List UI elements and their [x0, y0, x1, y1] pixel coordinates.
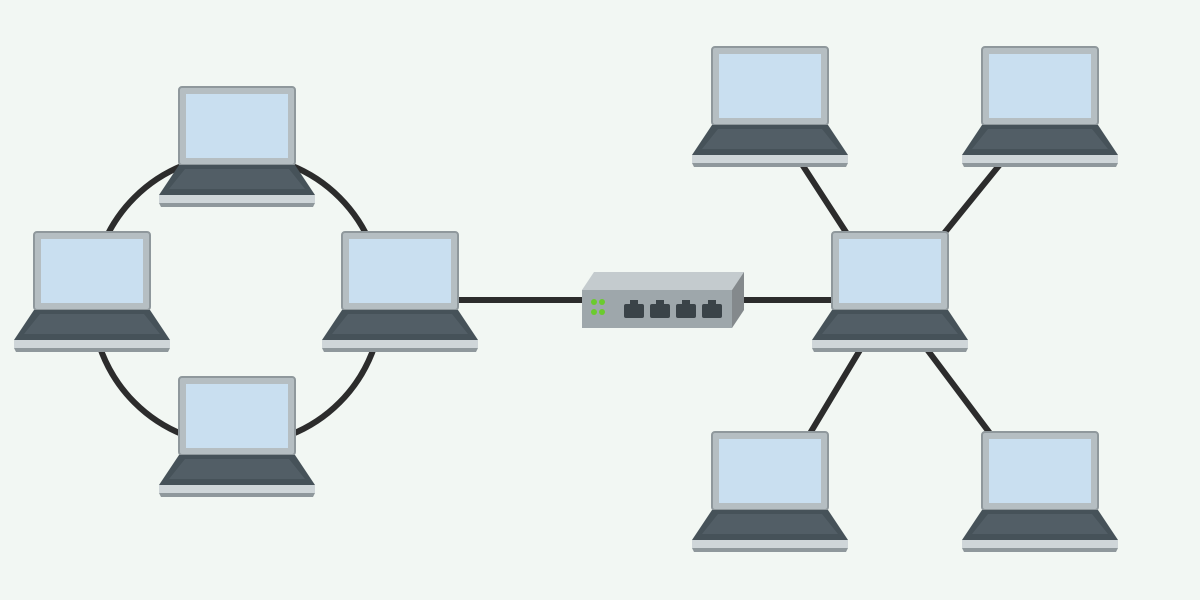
network-topology-diagram: [0, 0, 1200, 600]
laptop-ring-top: [159, 87, 315, 207]
laptop-star-hub: [812, 232, 968, 352]
laptop-ring-bottom: [159, 377, 315, 497]
laptop-star-tl: [692, 47, 848, 167]
laptop-ring-right: [322, 232, 478, 352]
network-switch: [582, 272, 744, 328]
laptop-ring-left: [14, 232, 170, 352]
laptop-star-br: [962, 432, 1118, 552]
laptop-star-bl: [692, 432, 848, 552]
laptop-star-tr: [962, 47, 1118, 167]
